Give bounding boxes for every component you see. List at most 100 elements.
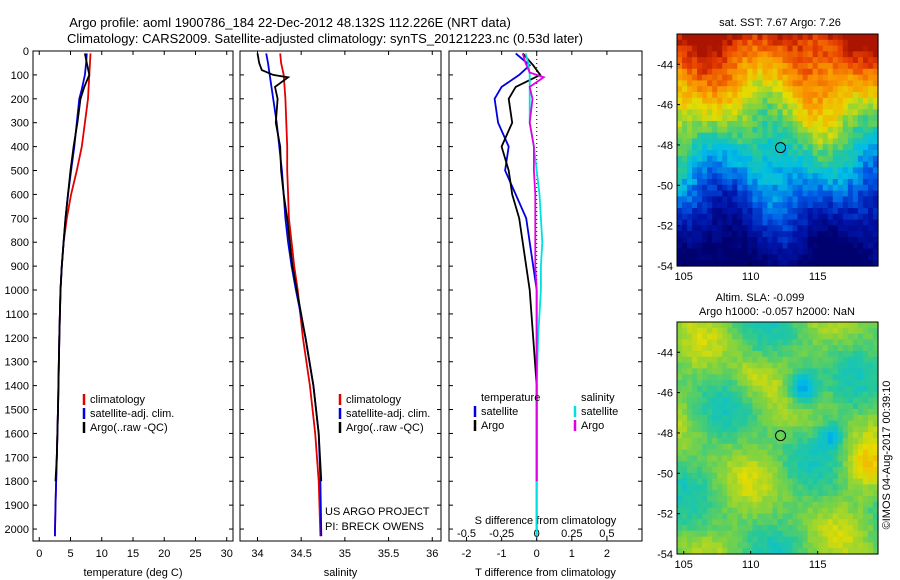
sst-cell — [822, 138, 829, 145]
sla-cell — [682, 432, 688, 439]
sla-cell — [872, 356, 879, 364]
sst-cell — [812, 138, 819, 145]
sst-cell — [707, 242, 713, 250]
sla-cell — [712, 414, 718, 422]
sla-cell — [827, 467, 834, 474]
sst-cell — [712, 167, 718, 174]
sla-cell — [767, 530, 774, 538]
sla-cell — [727, 362, 733, 369]
sla-cell — [862, 380, 869, 387]
sla-cell — [802, 449, 809, 456]
sla-cell — [807, 432, 814, 439]
sla-cell — [777, 385, 784, 393]
sst-cell — [802, 138, 809, 145]
sla-cell — [822, 513, 829, 520]
sst-cell — [677, 39, 683, 47]
sst-cell — [827, 179, 834, 186]
sla-cell — [847, 356, 854, 364]
sst-cell — [697, 80, 703, 87]
sst-cell — [807, 213, 814, 221]
sst-cell — [807, 225, 814, 232]
sst-cell — [822, 179, 829, 186]
sla-cell — [712, 391, 718, 398]
sst-cell — [837, 248, 844, 255]
sst-cell — [762, 260, 769, 267]
sst-cell — [812, 39, 819, 47]
sla-cell — [757, 368, 764, 375]
sst-cell — [822, 196, 829, 203]
sst-cell — [732, 121, 738, 128]
sst-cell — [702, 80, 708, 87]
sst-cell — [807, 237, 814, 244]
sst-cell — [822, 45, 829, 52]
sst-cell — [787, 121, 794, 128]
sst-cell — [832, 237, 839, 244]
sst-cell — [677, 45, 683, 52]
sla-cell — [687, 484, 693, 491]
sla-cell — [862, 496, 869, 503]
sst-cell — [717, 97, 723, 105]
sla-cell — [842, 548, 849, 555]
sla-cell — [677, 322, 683, 329]
sla-cell — [867, 496, 874, 503]
sst-cell — [837, 225, 844, 232]
sst-cell — [682, 173, 688, 180]
sst-cell — [852, 167, 859, 174]
sla-cell — [867, 374, 874, 381]
sst-cell — [732, 196, 738, 203]
sst-cell — [707, 190, 713, 197]
sla-cell — [807, 391, 814, 398]
sla-cell — [857, 426, 864, 433]
sst-cell — [837, 92, 844, 99]
sst-cell — [737, 202, 743, 209]
sla-cell — [697, 443, 703, 451]
sla-cell — [782, 368, 789, 375]
sla-cell — [702, 525, 708, 532]
sst-cell — [822, 173, 829, 180]
sst-cell — [752, 121, 759, 128]
sla-cell — [802, 548, 809, 555]
sst-cell — [697, 103, 703, 110]
sla-cell — [727, 530, 733, 538]
sst-cell — [872, 219, 879, 226]
sst-cell — [707, 80, 713, 87]
sla-cell — [747, 403, 753, 410]
sla-cell — [757, 472, 764, 480]
sla-cell — [832, 432, 839, 439]
sst-cell — [742, 219, 748, 226]
sla-cell — [837, 484, 844, 491]
sla-cell — [677, 333, 683, 340]
sla-cell — [717, 461, 723, 468]
sst-cell — [777, 138, 784, 145]
sla-cell — [842, 525, 849, 532]
sst-cell — [687, 34, 693, 41]
sst-cell — [837, 213, 844, 221]
sst-cell — [872, 51, 879, 58]
sst-cell — [812, 219, 819, 226]
sst-cell — [687, 202, 693, 209]
sst-cell — [692, 57, 698, 64]
sst-cell — [692, 45, 698, 52]
sla-cell — [782, 403, 789, 410]
sst-cell — [707, 155, 713, 163]
sst-cell — [837, 63, 844, 70]
temp-xtick-label: 20 — [158, 548, 170, 560]
sst-cell — [872, 155, 879, 163]
sst-cell — [757, 196, 764, 203]
sst-cell — [862, 231, 869, 238]
sst-cell — [767, 237, 774, 244]
sla-cell — [837, 322, 844, 329]
sst-cell — [737, 161, 743, 168]
sst-cell — [732, 109, 738, 116]
sla-cell — [722, 484, 728, 491]
sst-cell — [712, 97, 718, 105]
temp-ytick-label: 100 — [11, 70, 29, 82]
sst-cell — [817, 202, 824, 209]
sst-cell — [727, 103, 733, 110]
sla-cell — [842, 443, 849, 451]
sla-cell — [752, 380, 759, 387]
sst-cell — [842, 109, 849, 116]
sst-cell — [697, 237, 703, 244]
sla-cell — [682, 472, 688, 480]
sla-cell — [822, 438, 829, 445]
